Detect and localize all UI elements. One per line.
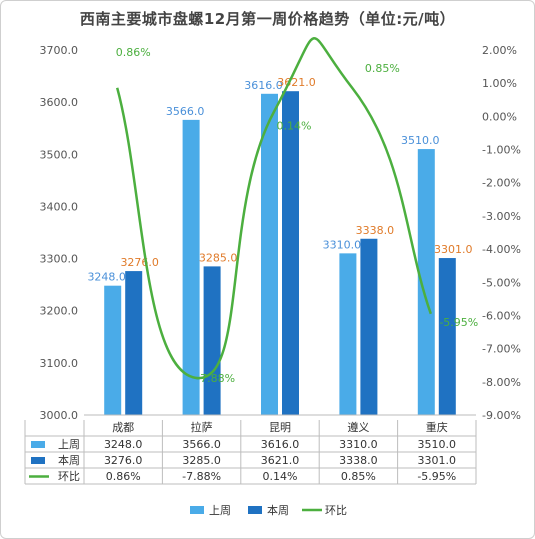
bar-data-label: 3276.0: [120, 256, 159, 269]
right-axis-tick-label: 2.00%: [482, 44, 517, 57]
left-axis-tick-label: 3600.0: [40, 96, 79, 109]
bar-last-week: [339, 253, 357, 415]
table-cell: 0.85%: [341, 470, 376, 483]
line-data-label: 0.14%: [277, 120, 312, 133]
left-axis-tick-label: 3100.0: [40, 357, 79, 370]
right-axis-tick-label: -1.00%: [482, 144, 521, 157]
table-cell: 3285.0: [182, 454, 221, 467]
bar-data-label: 3510.0: [401, 134, 440, 147]
table-cell: 3510.0: [418, 438, 457, 451]
table-category-label: 遵义: [347, 420, 369, 434]
bar-this-week: [125, 271, 143, 415]
bar-this-week: [282, 91, 299, 415]
bar-data-label: 3285.0: [199, 251, 238, 264]
table-cell: -5.95%: [417, 470, 456, 483]
bar-data-label: 3310.0: [323, 238, 362, 251]
right-axis-tick-label: -2.00%: [482, 177, 521, 190]
legend-swatch: [248, 506, 262, 514]
right-axis-tick-label: -5.00%: [482, 276, 521, 289]
right-axis-tick-label: -3.00%: [482, 210, 521, 223]
table-cell: 3621.0: [261, 454, 300, 467]
right-axis-tick-label: -8.00%: [482, 376, 521, 389]
left-axis-tick-label: 3200.0: [40, 305, 79, 318]
left-axis-tick-label: 3400.0: [40, 200, 79, 213]
legend-label: 上周: [209, 504, 231, 517]
table-cell: 3566.0: [182, 438, 221, 451]
bar-data-label: 3566.0: [166, 105, 205, 118]
table-cell: 3301.0: [418, 454, 457, 467]
bar-last-week: [104, 285, 122, 415]
chart-title: 西南主要城市盘螺12月第一周价格趋势（单位:元/吨）: [79, 10, 456, 28]
legend-label: 本周: [267, 503, 289, 517]
bar-this-week: [360, 238, 378, 415]
table-cell: 3616.0: [261, 438, 300, 451]
table-cell: 3276.0: [104, 454, 143, 467]
table-category-label: 昆明: [269, 421, 291, 434]
bar-data-label: 3616.0: [244, 79, 283, 92]
table-legend-swatch: [31, 457, 45, 464]
bar-this-week: [438, 258, 456, 415]
right-axis-tick-label: -6.00%: [482, 309, 521, 322]
line-data-label: -7.88%: [196, 372, 235, 385]
bar-data-label: 3248.0: [87, 271, 126, 284]
ratio-line: [115, 37, 432, 380]
table-cell: 3310.0: [339, 438, 378, 451]
bar-data-label: 3621.0: [277, 76, 316, 89]
right-axis-tick-label: -4.00%: [482, 243, 521, 256]
table-row-label: 环比: [58, 470, 80, 483]
table-cell: 0.86%: [106, 470, 141, 483]
left-axis-tick-label: 3500.0: [40, 148, 79, 161]
table-row-label: 本周: [58, 453, 80, 467]
left-axis-tick-label: 3300.0: [40, 253, 79, 266]
table-category-label: 拉萨: [191, 420, 213, 434]
bar-data-label: 3301.0: [434, 243, 473, 256]
table-cell: 3248.0: [104, 438, 143, 451]
legend-swatch: [190, 506, 204, 514]
table-row-label: 上周: [58, 438, 80, 451]
table-cell: 3338.0: [339, 454, 378, 467]
bar-last-week: [261, 93, 278, 416]
table-category-label: 成都: [112, 421, 134, 434]
right-axis-tick-label: 0.00%: [482, 110, 517, 123]
left-axis-tick-label: 3000.0: [40, 409, 79, 422]
table-cell: 0.14%: [263, 470, 298, 483]
table-category-label: 重庆: [426, 420, 448, 434]
line-data-label: -5.95%: [439, 316, 478, 329]
right-axis-tick-label: 1.00%: [482, 77, 517, 90]
right-axis-tick-label: -7.00%: [482, 343, 521, 356]
table-cell: -7.88%: [182, 470, 221, 483]
bar-last-week: [182, 119, 200, 415]
bar-this-week: [203, 266, 221, 415]
right-axis-tick-label: -9.00%: [482, 409, 521, 422]
legend-label: 环比: [325, 504, 347, 517]
bar-data-label: 3338.0: [356, 224, 395, 237]
line-data-label: 0.85%: [365, 62, 400, 75]
left-axis-tick-label: 3700.0: [40, 44, 79, 57]
table-legend-swatch: [31, 441, 45, 448]
line-data-label: 0.86%: [116, 46, 151, 59]
bar-last-week: [417, 149, 435, 416]
